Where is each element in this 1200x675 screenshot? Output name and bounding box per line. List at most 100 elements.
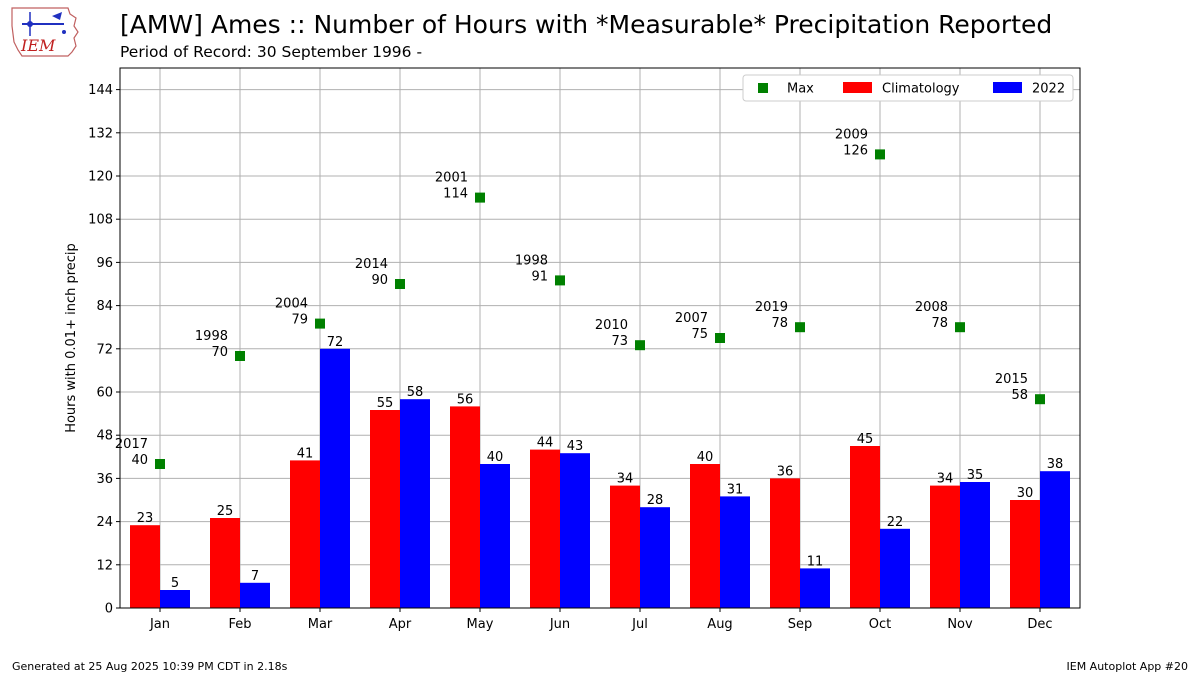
y-tick-label: 60: [96, 386, 113, 401]
x-tick-label: Jul: [631, 617, 648, 632]
y-tick-label: 0: [105, 602, 113, 617]
max-year-label: 1998: [515, 253, 548, 268]
max-year-label: 2004: [275, 297, 308, 312]
data-label-current-year: 5: [171, 576, 179, 591]
logo-text: IEM: [20, 36, 56, 55]
bar-climatology: [770, 478, 800, 608]
bar-current-year: [480, 464, 510, 608]
chart-title: [AMW] Ames :: Number of Hours with *Meas…: [120, 10, 1053, 39]
data-label-climatology: 25: [217, 504, 234, 519]
x-tick-label: Feb: [228, 617, 251, 632]
data-label-climatology: 34: [937, 472, 954, 487]
bar-current-year: [560, 453, 590, 608]
max-year-label: 1998: [195, 329, 228, 344]
legend-max-swatch: [758, 83, 768, 93]
max-year-label: 2007: [675, 311, 708, 326]
data-label-current-year: 11: [807, 554, 824, 569]
max-value-label: 91: [531, 269, 548, 284]
bar-climatology: [610, 485, 640, 608]
y-tick-label: 144: [88, 83, 113, 98]
max-value-label: 40: [131, 453, 148, 468]
data-label-current-year: 58: [407, 385, 424, 400]
data-label-current-year: 35: [967, 468, 984, 483]
data-label-current-year: 40: [487, 450, 504, 465]
max-value-label: 75: [691, 327, 708, 342]
y-axis-label: Hours with 0.01+ inch precip: [64, 243, 79, 433]
y-tick-label: 48: [96, 429, 113, 444]
plot-frame: [119, 67, 1081, 609]
x-tick-label: Mar: [308, 617, 333, 632]
x-tick-label: Jan: [149, 617, 170, 632]
max-value-label: 126: [843, 143, 868, 158]
y-tick-label: 120: [88, 170, 113, 185]
bar-current-year: [400, 399, 430, 608]
x-tick-label: Sep: [788, 617, 813, 632]
max-year-label: 2017: [115, 437, 148, 452]
data-label-current-year: 31: [727, 482, 744, 497]
x-tick-label: Nov: [947, 617, 973, 632]
max-marker: [715, 333, 725, 343]
data-label-climatology: 45: [857, 432, 874, 447]
max-marker: [155, 459, 165, 469]
y-tick-label: 36: [96, 472, 113, 487]
data-label-climatology: 44: [537, 436, 554, 451]
max-marker: [1035, 394, 1045, 405]
max-year-label: 2001: [435, 171, 468, 186]
bar-current-year: [640, 507, 670, 608]
y-tick-label: 24: [96, 515, 113, 530]
max-marker: [955, 322, 965, 333]
bar-current-year: [240, 582, 270, 608]
max-marker: [795, 322, 805, 333]
legend-current-year-label: 2022: [1032, 82, 1065, 97]
legend-max-label: Max: [787, 82, 814, 97]
max-marker: [315, 318, 325, 329]
max-year-label: 2014: [355, 257, 388, 272]
bar-current-year: [720, 496, 750, 608]
bar-climatology: [450, 406, 480, 608]
y-tick-label: 108: [88, 213, 113, 228]
y-tick-label: 96: [96, 256, 113, 271]
y-tick-label: 12: [96, 558, 113, 573]
y-tick-label: 72: [96, 342, 113, 357]
data-label-climatology: 23: [137, 511, 154, 526]
legend-climatology-label: Climatology: [882, 82, 960, 97]
max-value-label: 73: [611, 334, 628, 349]
max-marker: [235, 351, 245, 361]
x-tick-label: May: [467, 617, 494, 632]
bar-current-year: [800, 568, 830, 608]
x-tick-label: Aug: [707, 617, 732, 632]
max-value-label: 70: [211, 345, 228, 360]
y-tick-label: 84: [96, 299, 113, 314]
bar-current-year: [320, 348, 350, 608]
data-label-climatology: 34: [617, 472, 634, 487]
data-label-climatology: 36: [777, 464, 794, 479]
max-value-label: 90: [371, 273, 388, 288]
x-tick-label: Apr: [389, 617, 412, 632]
max-marker: [395, 279, 405, 289]
data-label-current-year: 38: [1047, 457, 1064, 472]
bar-climatology: [130, 525, 160, 608]
data-label-current-year: 72: [327, 335, 344, 350]
data-label-climatology: 56: [457, 392, 474, 407]
legend-box: [742, 74, 1074, 102]
data-label-current-year: 28: [647, 493, 664, 508]
legend-current-year-swatch: [993, 82, 1022, 93]
app-footer: IEM Autoplot App #20: [1066, 660, 1189, 673]
max-marker: [555, 275, 565, 286]
y-tick-label: 132: [88, 126, 113, 141]
max-marker: [475, 192, 485, 203]
bar-climatology: [1010, 500, 1040, 608]
data-label-current-year: 7: [251, 569, 259, 584]
data-label-climatology: 40: [697, 450, 714, 465]
bar-current-year: [960, 482, 990, 608]
chart-subtitle: Period of Record: 30 September 1996 -: [120, 43, 423, 61]
bar-climatology: [850, 446, 880, 608]
bar-climatology: [370, 410, 400, 608]
max-value-label: 58: [1011, 388, 1028, 403]
bar-climatology: [290, 460, 320, 608]
data-label-climatology: 30: [1017, 486, 1034, 501]
max-value-label: 78: [771, 316, 788, 331]
max-year-label: 2009: [835, 127, 868, 142]
bar-climatology: [530, 449, 560, 608]
